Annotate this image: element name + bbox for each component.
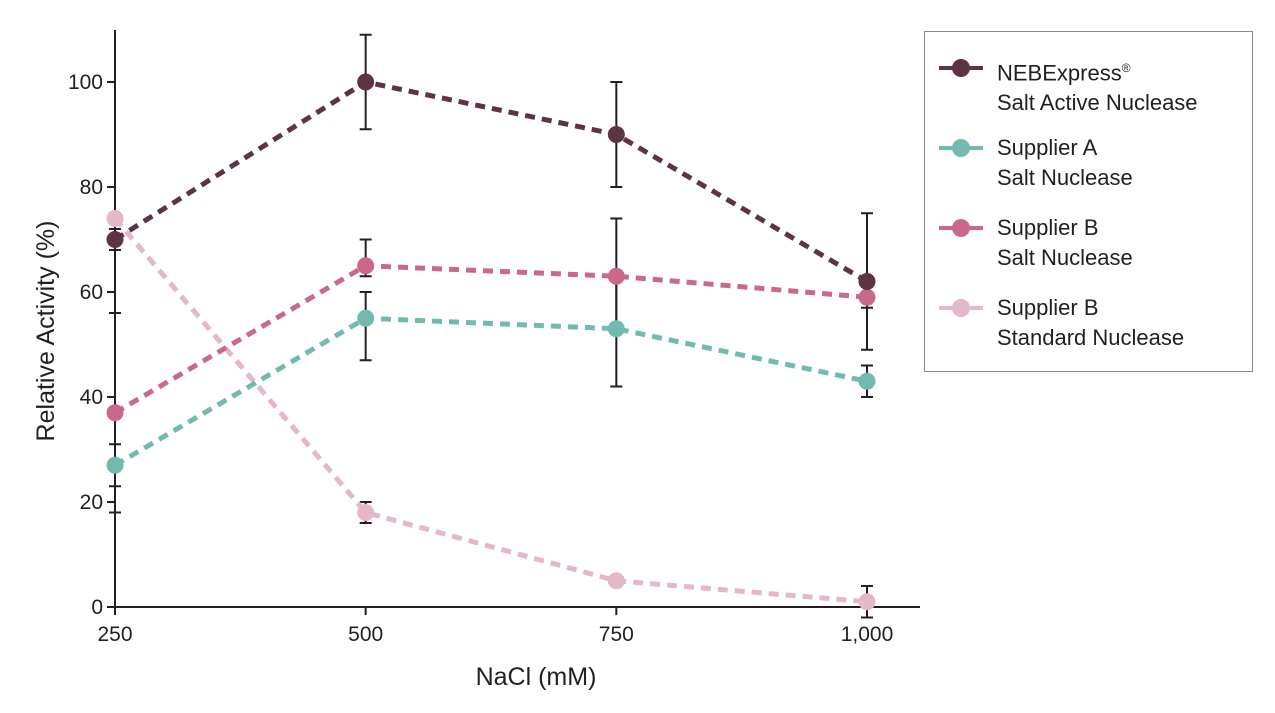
x-axis-label: NaCl (mM) bbox=[476, 663, 597, 691]
series-line bbox=[113, 216, 868, 605]
y-tick-label: 100 bbox=[68, 71, 103, 94]
data-point bbox=[607, 320, 625, 338]
y-tick-label: 80 bbox=[80, 176, 103, 199]
legend-item: Supplier A Salt Nuclease bbox=[939, 135, 1133, 193]
x-tick-label: 250 bbox=[97, 623, 132, 646]
axes: 0 20 40 60 80 100 250 500 750 1,000 bbox=[68, 30, 920, 646]
x-tick-label: 1,000 bbox=[841, 623, 894, 646]
series-line bbox=[113, 263, 868, 415]
legend-item: Supplier B Standard Nuclease bbox=[939, 295, 1184, 353]
legend: NEBExpress® Salt Active Nuclease Supplier… bbox=[924, 31, 1253, 372]
series-line bbox=[113, 315, 868, 468]
data-point bbox=[607, 572, 625, 590]
registered-mark: ® bbox=[1121, 61, 1131, 75]
legend-label: Supplier B Salt Nuclease bbox=[997, 213, 1133, 273]
legend-item: Supplier B Salt Nuclease bbox=[939, 215, 1133, 273]
data-point bbox=[607, 267, 625, 285]
legend-label-line2: Standard Nuclease bbox=[997, 325, 1185, 350]
data-point bbox=[106, 231, 124, 248]
legend-marker-icon bbox=[939, 139, 983, 159]
legend-item: NEBExpress® Salt Active Nuclease bbox=[939, 59, 1198, 118]
legend-label: Supplier A Salt Nuclease bbox=[997, 133, 1133, 193]
data-point bbox=[607, 126, 625, 143]
legend-label-line1: NEBExpress bbox=[997, 60, 1122, 86]
legend-label-line2: Salt Active Nuclease bbox=[997, 90, 1198, 116]
y-tick-label: 0 bbox=[91, 596, 103, 619]
legend-label-line2: Salt Nuclease bbox=[997, 245, 1133, 270]
data-point bbox=[106, 456, 124, 474]
legend-label: NEBExpress® Salt Active Nuclease bbox=[997, 53, 1198, 118]
legend-marker-icon bbox=[939, 59, 983, 79]
legend-label-line1: Supplier B bbox=[997, 295, 1099, 320]
y-axis-label: Relative Activity (%) bbox=[32, 221, 60, 442]
y-tick-label: 40 bbox=[80, 386, 103, 409]
legend-marker-icon bbox=[939, 219, 983, 239]
data-point bbox=[858, 288, 876, 306]
data-point bbox=[357, 309, 375, 327]
y-tick-label: 20 bbox=[80, 491, 103, 514]
data-point bbox=[357, 73, 375, 91]
legend-label-line1: Supplier A bbox=[997, 135, 1098, 160]
data-point bbox=[858, 593, 876, 611]
data-point bbox=[357, 504, 375, 521]
error-bars bbox=[109, 33, 873, 619]
legend-label-line1: Supplier B bbox=[997, 215, 1099, 240]
data-point bbox=[106, 210, 124, 227]
series-lines bbox=[113, 79, 869, 605]
legend-marker-icon bbox=[939, 299, 983, 319]
data-point bbox=[858, 273, 876, 290]
x-tick-label: 750 bbox=[599, 623, 634, 646]
y-tick-label: 60 bbox=[80, 281, 103, 304]
legend-label-line2: Salt Nuclease bbox=[997, 165, 1133, 190]
series-points bbox=[106, 73, 876, 611]
data-point bbox=[106, 404, 124, 422]
series-line bbox=[113, 79, 869, 284]
data-point bbox=[858, 372, 876, 390]
legend-label: Supplier B Standard Nuclease bbox=[997, 293, 1184, 353]
data-point bbox=[357, 257, 375, 275]
x-tick-label: 500 bbox=[348, 623, 383, 646]
